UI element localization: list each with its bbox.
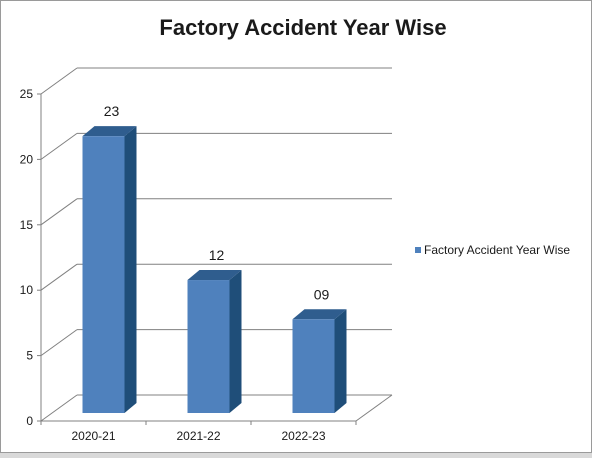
y-tick-label: 0: [26, 414, 33, 428]
grid-depth-line: [40, 263, 78, 291]
bar-side: [124, 126, 137, 413]
grid-depth-line: [40, 67, 78, 95]
x-tick-label: 2022-23: [281, 429, 325, 443]
grid-depth-line: [40, 198, 78, 226]
y-tick-label: 5: [26, 349, 33, 363]
bar: [187, 280, 230, 413]
legend-label: Factory Accident Year Wise: [424, 243, 571, 257]
x-tick-label: 2020-21: [71, 429, 115, 443]
x-tick-label: 2021-22: [176, 429, 220, 443]
data-label: 09: [314, 286, 330, 302]
y-tick-label: 20: [20, 152, 34, 166]
bar: [292, 319, 335, 413]
bar-top: [292, 309, 347, 320]
grid-depth-line: [40, 132, 78, 160]
bar-side: [229, 270, 242, 413]
bar: [82, 136, 125, 413]
y-tick-label: 25: [20, 87, 34, 101]
data-label: 23: [104, 103, 120, 119]
bar-top: [82, 126, 137, 137]
grid-depth-line: [40, 394, 78, 422]
chart-legend: Factory Accident Year Wise: [415, 243, 570, 257]
y-tick-label: 15: [20, 218, 34, 232]
chart-title: Factory Accident Year Wise: [159, 15, 447, 40]
bar-side: [334, 309, 347, 413]
legend-swatch: [415, 247, 421, 253]
y-tick-label: 10: [20, 283, 34, 297]
bar-top: [187, 270, 242, 281]
floor-edge: [355, 394, 393, 422]
grid-depth-line: [40, 329, 78, 357]
data-label: 12: [209, 247, 225, 263]
